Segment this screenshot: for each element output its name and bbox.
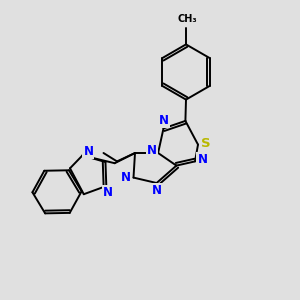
Text: N: N (147, 143, 157, 157)
Text: N: N (83, 145, 93, 158)
Text: N: N (152, 184, 162, 197)
Text: N: N (197, 153, 208, 167)
Text: N: N (120, 171, 130, 184)
Text: S: S (201, 136, 210, 150)
Text: N: N (103, 186, 113, 199)
Text: N: N (158, 114, 169, 128)
Text: CH₃: CH₃ (177, 14, 197, 24)
